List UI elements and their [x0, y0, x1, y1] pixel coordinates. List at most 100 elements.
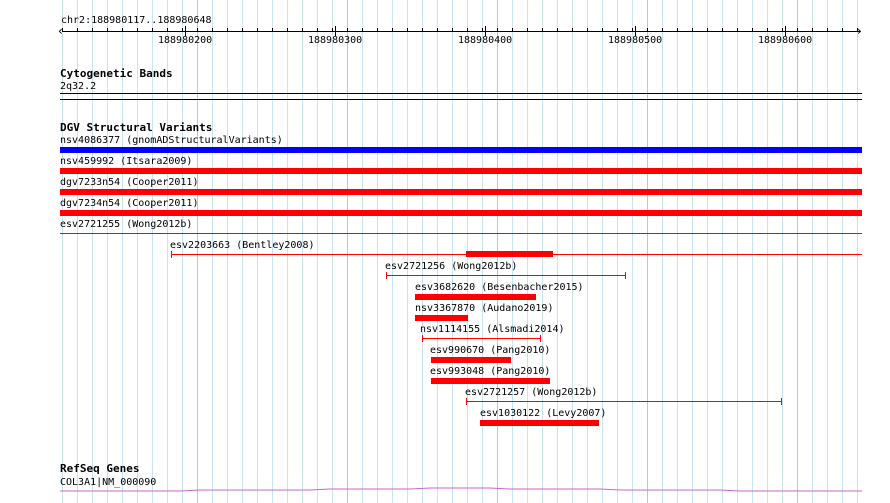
dgv-feature-endcap [781, 398, 782, 405]
dgv-feature-line[interactable] [466, 401, 781, 402]
ruler-minor-tick [632, 28, 633, 32]
ruler-minor-tick [737, 28, 738, 32]
grid-line [602, 0, 603, 503]
dgv-feature-bar[interactable] [431, 378, 550, 384]
dgv-feature-bar[interactable] [431, 357, 511, 363]
dgv-feature-label[interactable]: esv2721255 (Wong2012b) [60, 219, 193, 230]
dgv-track-title: DGV Structural Variants [60, 121, 213, 134]
dgv-feature-label[interactable]: esv2721256 (Wong2012b) [385, 261, 518, 272]
grid-line [662, 0, 663, 503]
ruler-minor-tick [722, 28, 723, 32]
refseq-gene-feature[interactable] [60, 485, 862, 495]
ruler-minor-tick [62, 28, 63, 32]
dgv-feature-bar[interactable] [60, 147, 862, 153]
grid-line [737, 0, 738, 503]
ruler-minor-tick [677, 28, 678, 32]
grid-line [137, 0, 138, 503]
dgv-feature-line[interactable] [386, 275, 625, 276]
grid-line [212, 0, 213, 503]
grid-line [92, 0, 93, 503]
ruler-minor-tick [212, 28, 213, 32]
grid-line [332, 0, 333, 503]
dgv-feature-label[interactable]: dgv7234n54 (Cooper2011) [60, 198, 199, 209]
ruler-minor-tick [257, 28, 258, 32]
ruler-minor-tick [107, 28, 108, 32]
ruler-major-tick [485, 26, 486, 36]
grid-line [437, 0, 438, 503]
grid-line [452, 0, 453, 503]
ruler-minor-tick [647, 28, 648, 32]
dgv-feature-bar[interactable] [480, 420, 599, 426]
ruler-minor-tick [707, 28, 708, 32]
ruler-minor-tick [362, 28, 363, 32]
grid-line [767, 0, 768, 503]
dgv-feature-label[interactable]: esv993048 (Pang2010) [430, 366, 551, 377]
ruler-right-arrow-icon[interactable]: › [857, 24, 862, 38]
ruler-minor-tick [767, 28, 768, 32]
ruler-minor-tick [812, 28, 813, 32]
grid-line [422, 0, 423, 503]
ruler-major-tick [635, 26, 636, 36]
dgv-feature-label[interactable]: esv3682620 (Besenbacher2015) [415, 282, 584, 293]
dgv-feature-endcap [171, 251, 172, 258]
ruler-minor-tick [347, 28, 348, 32]
ruler-minor-tick [587, 28, 588, 32]
ruler-tick-label: 188980300 [308, 35, 363, 46]
location-label: chr2:188980117..188980648 [61, 15, 212, 26]
dgv-feature-label[interactable]: nsv3367870 (Audano2019) [415, 303, 554, 314]
refseq-gene-label[interactable]: COL3A1|NM_000090 [60, 477, 157, 488]
dgv-feature-bar[interactable] [60, 210, 862, 216]
dgv-feature-bar[interactable] [60, 189, 862, 195]
dgv-feature-line[interactable] [422, 338, 540, 339]
ruler-minor-tick [227, 28, 228, 32]
ruler-minor-tick [197, 28, 198, 32]
dgv-feature-label[interactable]: nsv1114155 (Alsmadi2014) [420, 324, 565, 335]
dgv-feature-bar[interactable] [60, 168, 862, 174]
ruler-minor-tick [272, 28, 273, 32]
dgv-feature-label[interactable]: esv2203663 (Bentley2008) [170, 240, 315, 251]
ruler-minor-tick [122, 28, 123, 32]
grid-line [572, 0, 573, 503]
ruler-minor-tick [482, 28, 483, 32]
dgv-feature-label[interactable]: esv1030122 (Levy2007) [480, 408, 607, 419]
grid-line [317, 0, 318, 503]
ruler-minor-tick [242, 28, 243, 32]
ruler-minor-tick [332, 28, 333, 32]
grid-line [587, 0, 588, 503]
grid-line [62, 0, 63, 503]
dgv-feature-label[interactable]: nsv459992 (Itsara2009) [60, 156, 193, 167]
dgv-feature-label[interactable]: esv990670 (Pang2010) [430, 345, 551, 356]
grid-line [557, 0, 558, 503]
ruler-minor-tick [827, 28, 828, 32]
grid-line [407, 0, 408, 503]
dgv-feature-label[interactable]: esv2721257 (Wong2012b) [465, 387, 598, 398]
dgv-feature-block[interactable] [466, 251, 553, 257]
dgv-feature-bar[interactable] [415, 294, 536, 300]
dgv-feature-label[interactable]: nsv4086377 (gnomADStructuralVariants) [60, 135, 283, 146]
grid-line [797, 0, 798, 503]
grid-line [107, 0, 108, 503]
dgv-feature-endcap [625, 272, 626, 279]
dgv-feature-endcap [540, 335, 541, 342]
ruler-minor-tick [152, 28, 153, 32]
ruler-minor-tick [497, 28, 498, 32]
ruler-tick-label: 188980200 [158, 35, 213, 46]
ruler-tick-label: 188980500 [608, 35, 663, 46]
ruler-left-arrow-icon[interactable]: ‹ [58, 24, 63, 38]
grid-line [812, 0, 813, 503]
ruler-minor-tick [407, 28, 408, 32]
grid-line [692, 0, 693, 503]
cytoband-line-bottom [60, 99, 862, 100]
ruler-minor-tick [317, 28, 318, 32]
ruler-minor-tick [692, 28, 693, 32]
ruler-minor-tick [572, 28, 573, 32]
grid-line [77, 0, 78, 503]
cytoband-track-title: Cytogenetic Bands [60, 67, 173, 80]
dgv-feature-line[interactable] [60, 233, 862, 234]
dgv-feature-endcap [466, 398, 467, 405]
dgv-feature-label[interactable]: dgv7233n54 (Cooper2011) [60, 177, 199, 188]
ruler-minor-tick [422, 28, 423, 32]
grid-line [722, 0, 723, 503]
dgv-feature-bar[interactable] [415, 315, 468, 321]
